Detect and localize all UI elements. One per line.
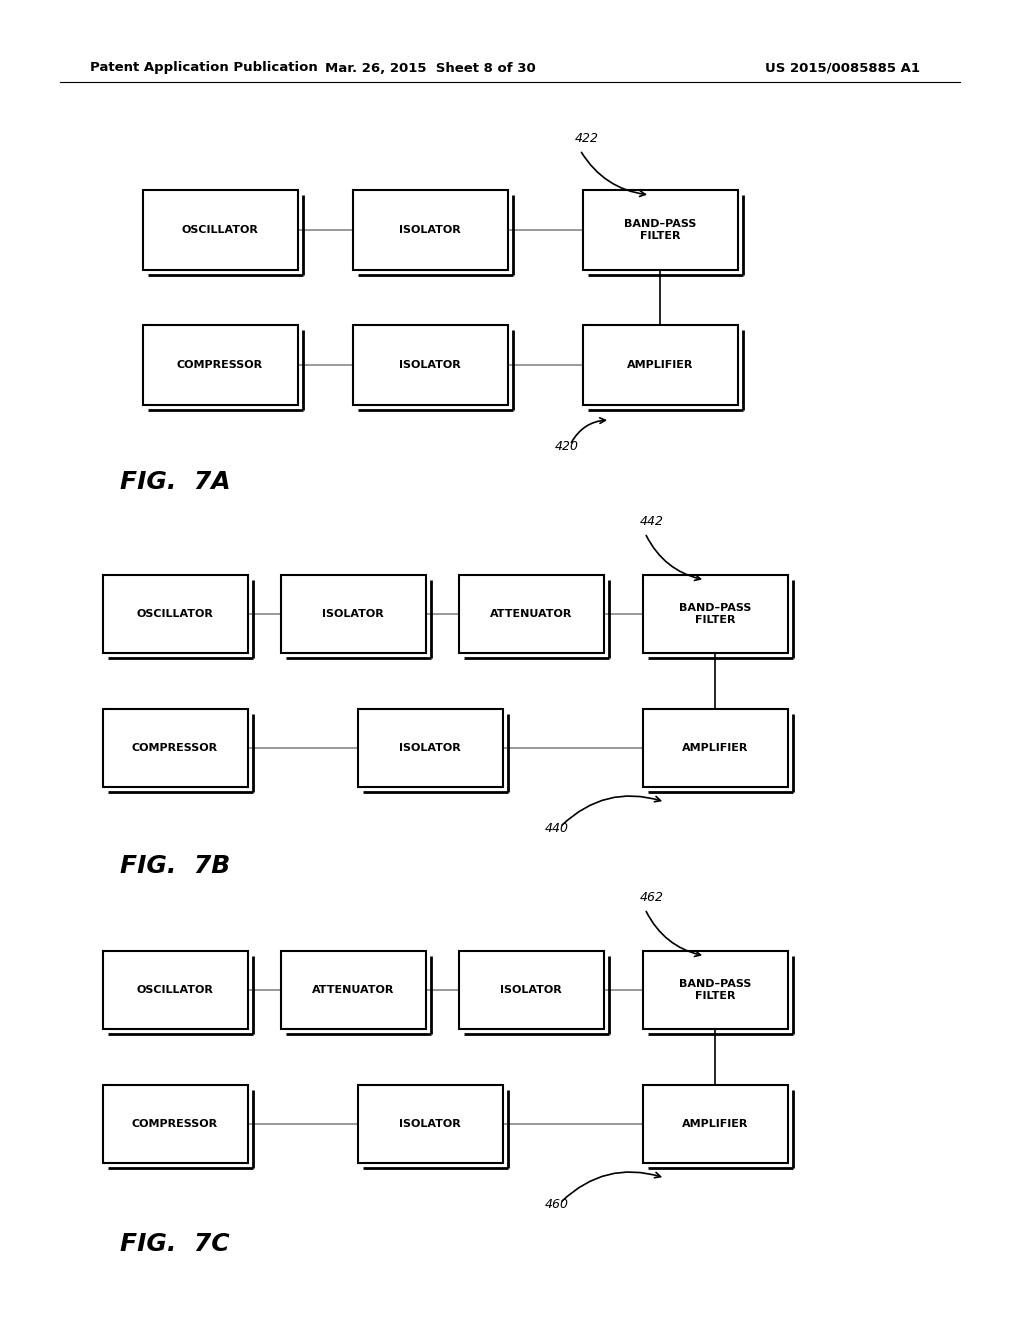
Bar xyxy=(352,190,508,271)
Text: BAND–PASS
FILTER: BAND–PASS FILTER xyxy=(679,603,752,624)
Bar xyxy=(281,950,426,1030)
Bar xyxy=(142,190,298,271)
Text: ISOLATOR: ISOLATOR xyxy=(399,224,461,235)
Text: ISOLATOR: ISOLATOR xyxy=(323,609,384,619)
Text: AMPLIFIER: AMPLIFIER xyxy=(682,1119,749,1129)
Bar xyxy=(281,576,426,653)
Bar xyxy=(102,1085,248,1163)
Text: AMPLIFIER: AMPLIFIER xyxy=(682,743,749,752)
Bar xyxy=(459,950,603,1030)
Bar xyxy=(583,190,737,271)
Bar xyxy=(142,325,298,405)
Bar xyxy=(102,950,248,1030)
Text: OSCILLATOR: OSCILLATOR xyxy=(181,224,258,235)
Text: FIG.  7C: FIG. 7C xyxy=(120,1232,229,1257)
Text: COMPRESSOR: COMPRESSOR xyxy=(132,1119,218,1129)
Bar xyxy=(357,1085,503,1163)
Text: 420: 420 xyxy=(555,440,579,453)
Bar xyxy=(459,576,603,653)
Bar xyxy=(352,325,508,405)
Text: 422: 422 xyxy=(575,132,599,145)
Text: Patent Application Publication: Patent Application Publication xyxy=(90,62,317,74)
Text: ISOLATOR: ISOLATOR xyxy=(399,360,461,370)
Text: 460: 460 xyxy=(545,1199,569,1210)
Bar xyxy=(583,325,737,405)
Text: 442: 442 xyxy=(640,515,664,528)
Bar xyxy=(642,576,787,653)
Text: ISOLATOR: ISOLATOR xyxy=(500,985,562,995)
Bar xyxy=(642,709,787,787)
Bar xyxy=(357,709,503,787)
Text: BAND–PASS
FILTER: BAND–PASS FILTER xyxy=(624,219,696,240)
Bar xyxy=(102,576,248,653)
Text: ISOLATOR: ISOLATOR xyxy=(399,743,461,752)
Bar xyxy=(642,1085,787,1163)
Text: COMPRESSOR: COMPRESSOR xyxy=(177,360,263,370)
Text: Mar. 26, 2015  Sheet 8 of 30: Mar. 26, 2015 Sheet 8 of 30 xyxy=(325,62,536,74)
Text: ATTENUATOR: ATTENUATOR xyxy=(489,609,572,619)
Text: US 2015/0085885 A1: US 2015/0085885 A1 xyxy=(765,62,920,74)
Bar xyxy=(102,709,248,787)
Text: BAND–PASS
FILTER: BAND–PASS FILTER xyxy=(679,979,752,1001)
Text: ISOLATOR: ISOLATOR xyxy=(399,1119,461,1129)
Text: FIG.  7A: FIG. 7A xyxy=(120,470,230,494)
Text: ATTENUATOR: ATTENUATOR xyxy=(312,985,394,995)
Bar xyxy=(642,950,787,1030)
Text: OSCILLATOR: OSCILLATOR xyxy=(136,985,213,995)
Text: COMPRESSOR: COMPRESSOR xyxy=(132,743,218,752)
Text: 462: 462 xyxy=(640,891,664,904)
Text: OSCILLATOR: OSCILLATOR xyxy=(136,609,213,619)
Text: FIG.  7B: FIG. 7B xyxy=(120,854,230,878)
Text: AMPLIFIER: AMPLIFIER xyxy=(627,360,693,370)
Text: 440: 440 xyxy=(545,822,569,836)
